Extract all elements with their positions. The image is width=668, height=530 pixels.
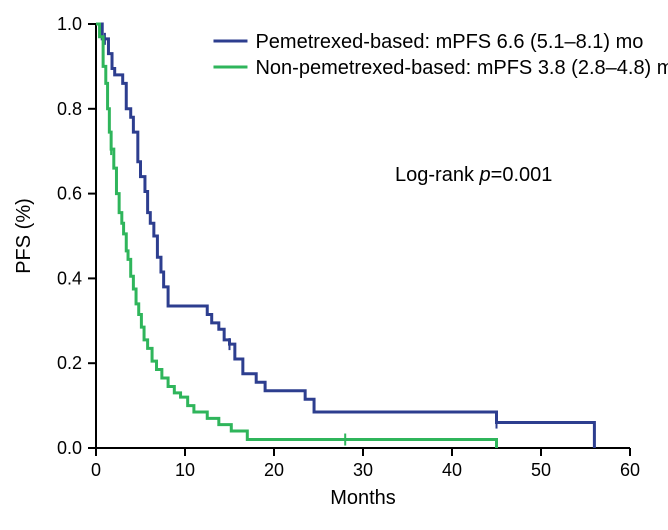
y-tick-label: 0.6 <box>57 184 82 204</box>
y-tick-label: 0.0 <box>57 438 82 458</box>
y-tick-label: 0.4 <box>57 268 82 288</box>
axes <box>96 24 630 448</box>
x-tick-label: 0 <box>91 460 101 480</box>
y-tick-label: 0.8 <box>57 99 82 119</box>
x-tick-label: 40 <box>442 460 462 480</box>
km-curve-pemetrexed <box>96 24 594 448</box>
chart-svg: 0.0 0.2 0.4 0.6 0.8 1.0 0 10 20 30 40 50 60 Months PFS… <box>0 0 668 530</box>
logrank-label: Log-rank p=0.001 <box>395 164 552 186</box>
x-tick-label: 30 <box>353 460 373 480</box>
y-axis-title: PFS (%) <box>13 198 35 274</box>
y-tick-label: 1.0 <box>57 14 82 34</box>
legend-label: Non-pemetrexed-based: mPFS 3.8 (2.8–4.8)… <box>255 57 668 79</box>
km-chart: 0.0 0.2 0.4 0.6 0.8 1.0 0 10 20 30 40 50 60 Months PFS… <box>0 0 668 530</box>
x-tick-label: 60 <box>620 460 640 480</box>
x-tick-label: 20 <box>264 460 284 480</box>
y-tick-label: 0.2 <box>57 353 82 373</box>
x-tick-label: 10 <box>175 460 195 480</box>
x-tick-label: 50 <box>531 460 551 480</box>
legend-label: Pemetrexed-based: mPFS 6.6 (5.1–8.1) mo <box>255 31 643 53</box>
x-axis-title: Months <box>330 487 396 509</box>
